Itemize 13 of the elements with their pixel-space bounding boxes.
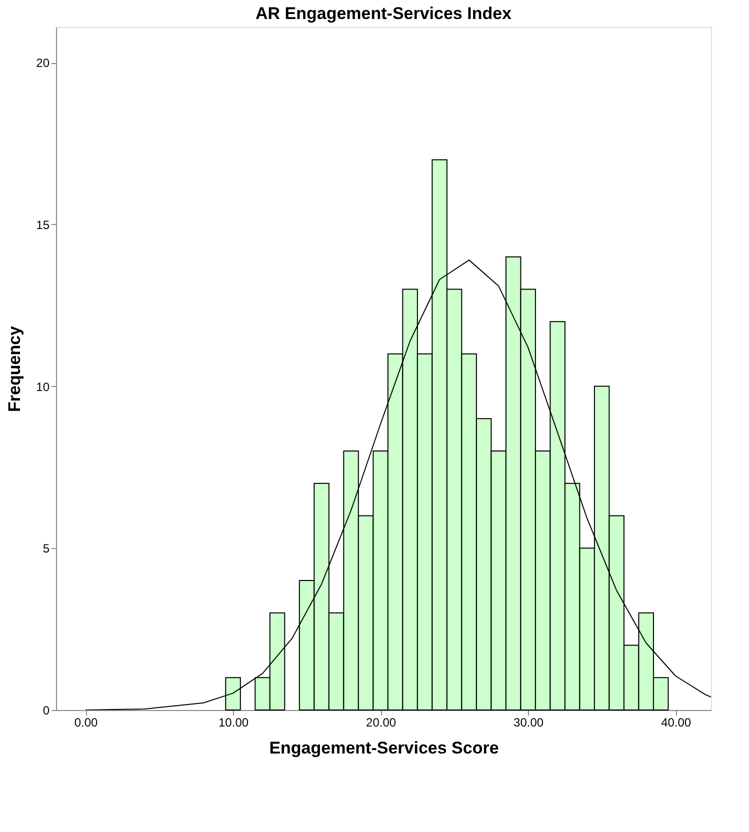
- y-tick-label: 0: [42, 704, 50, 718]
- y-tick-label: 10: [36, 380, 50, 394]
- y-axis-title: Frequency: [5, 325, 24, 412]
- x-axis-title: Engagement-Services Score: [269, 738, 499, 758]
- y-tick-label: 5: [42, 542, 50, 556]
- chart-title: AR Engagement-Services Index: [255, 4, 512, 23]
- x-tick-label: 0.00: [74, 716, 98, 730]
- x-tick-label: 20.00: [366, 716, 396, 730]
- x-tick-label: 40.00: [661, 716, 692, 730]
- x-tick-label: 30.00: [514, 716, 544, 730]
- x-tick-label: 10.00: [218, 716, 249, 730]
- y-tick-label: 15: [36, 218, 50, 232]
- y-tick-label: 20: [36, 56, 50, 70]
